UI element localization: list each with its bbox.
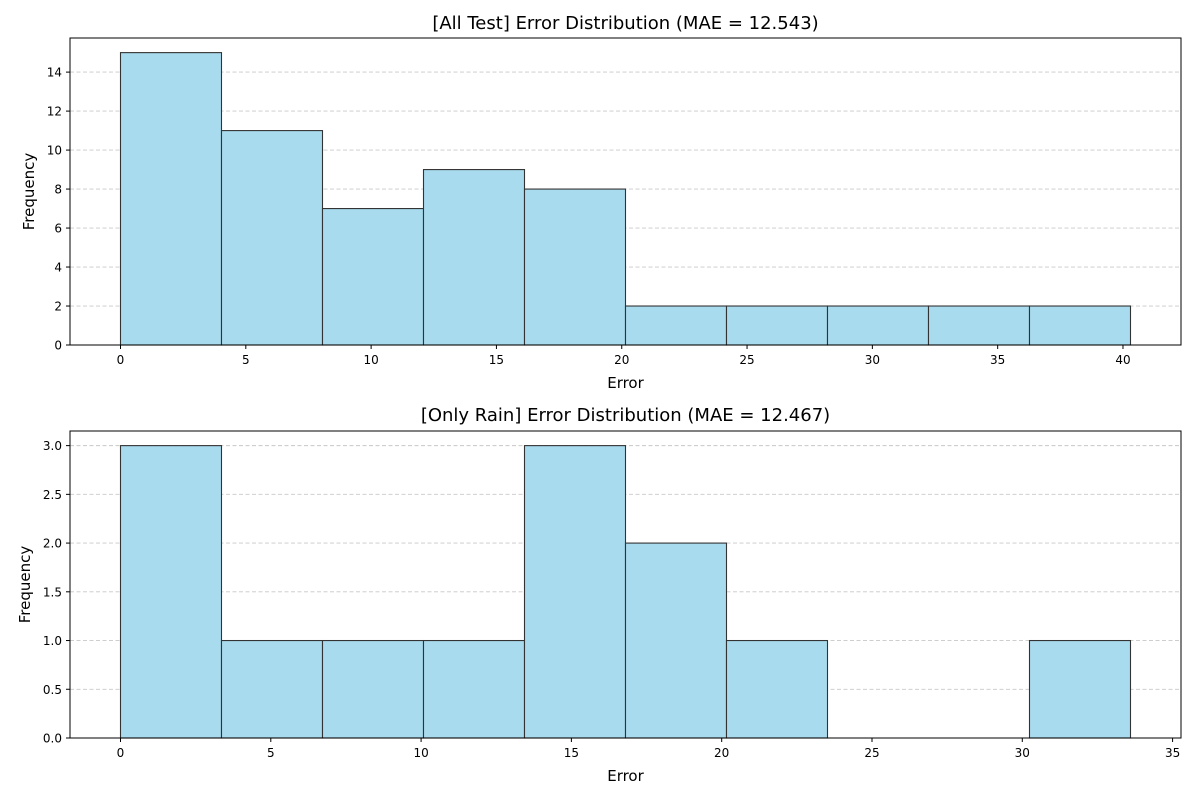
histogram-bar: [826, 305, 930, 346]
y-tick-label: 0: [54, 339, 62, 353]
x-tick-label: 30: [1015, 746, 1030, 760]
x-tick-label: 0: [117, 746, 125, 760]
y-tick-label: 2: [54, 300, 62, 314]
x-tick-label: 10: [363, 353, 378, 367]
histogram-bar: [523, 188, 627, 346]
y-tick-label: 8: [54, 183, 62, 197]
x-tick-label: 35: [990, 353, 1005, 367]
x-tick-label: 30: [865, 353, 880, 367]
y-tick-label: 2.0: [43, 537, 62, 551]
y-tick-label: 10: [47, 144, 62, 158]
x-tick-label: 15: [564, 746, 579, 760]
y-tick-label: 14: [47, 66, 62, 80]
x-tick-label: 20: [714, 746, 729, 760]
histogram-bar: [321, 639, 425, 739]
histogram-bar: [119, 445, 223, 739]
chart-panel-1: 0 2 4 6 8 10 12 14 0 5 10 15 20 25 30 35 40 [All Test] Er…: [20, 13, 1182, 392]
x-tick-label: 5: [242, 353, 250, 367]
chart-title: [Only Rain] Error Distribution (MAE = 12…: [421, 405, 830, 426]
histogram-bar: [523, 445, 627, 739]
x-tick-label: 25: [739, 353, 754, 367]
histogram-bar: [422, 639, 526, 739]
y-tick-label: 1.5: [43, 585, 62, 599]
histogram-bar: [321, 208, 425, 346]
histogram-bar: [725, 305, 829, 346]
x-tick-label: 40: [1115, 353, 1130, 367]
chart-title: [All Test] Error Distribution (MAE = 12.…: [432, 13, 818, 34]
y-axis-label: Frequency: [16, 546, 34, 624]
x-tick-label: 0: [117, 353, 125, 367]
chart-panel-2: 0.0 0.5 1.0 1.5 2.0 2.5 3.0 0 5 10 15 20 25 30 35 [Only…: [16, 405, 1182, 785]
histogram-bar: [1028, 305, 1132, 346]
histogram-bar: [927, 305, 1031, 346]
y-tick-label: 2.5: [43, 488, 62, 502]
x-axis-label: Error: [607, 374, 644, 392]
x-tick-label: 5: [267, 746, 275, 760]
axes-frame: [69, 37, 1182, 346]
x-tick-label: 35: [1165, 746, 1180, 760]
y-axis-label: Frequency: [20, 153, 38, 231]
x-tick-label: 15: [489, 353, 504, 367]
axes-frame: [69, 430, 1182, 739]
x-tick-label: 10: [413, 746, 428, 760]
y-tick-label: 6: [54, 222, 62, 236]
histogram-bar: [624, 305, 728, 346]
y-tick-label: 3.0: [43, 439, 62, 453]
y-tick-label: 12: [47, 105, 62, 119]
y-tick-label: 1.0: [43, 634, 62, 648]
y-tick-label: 4: [54, 261, 62, 275]
histogram-bar: [220, 639, 324, 739]
y-tick-label: 0.0: [43, 732, 62, 746]
y-tick-label: 0.5: [43, 683, 62, 697]
histogram-bar: [119, 52, 223, 346]
histogram-bar: [422, 169, 526, 346]
x-tick-label: 25: [864, 746, 879, 760]
x-axis-label: Error: [607, 767, 644, 785]
histogram-bar: [1028, 639, 1132, 739]
histogram-bar: [725, 639, 829, 739]
x-tick-label: 20: [614, 353, 629, 367]
histogram-bar: [624, 542, 728, 739]
histogram-bar: [220, 130, 324, 346]
